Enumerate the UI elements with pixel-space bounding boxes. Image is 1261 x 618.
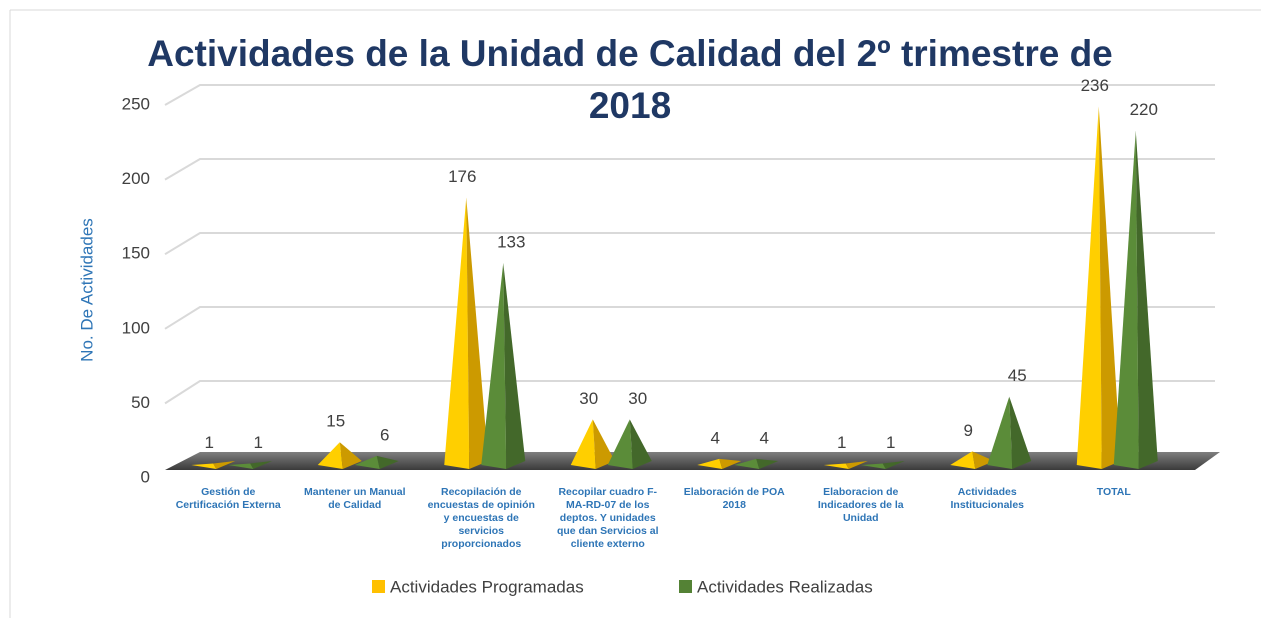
- pyramid-face: [481, 262, 507, 469]
- legend-label: Actividades Programadas: [390, 577, 584, 596]
- y-tick-label: 0: [141, 467, 150, 486]
- pyramid: [354, 455, 399, 469]
- pyramid: [570, 419, 615, 469]
- pyramid-face: [629, 419, 652, 469]
- legend-swatch: [679, 580, 692, 593]
- y-tick-label: 150: [122, 244, 150, 263]
- pyramid-face: [339, 442, 362, 469]
- pyramid-face: [191, 463, 217, 469]
- x-tick-label: Gestión de Certificación Externa: [175, 486, 281, 511]
- pyramid-face: [756, 458, 779, 469]
- pyramid-face: [734, 458, 760, 469]
- y-axis-label: No. De Actividades: [77, 218, 96, 362]
- pyramid-face: [466, 197, 489, 470]
- pyramid: [607, 419, 652, 469]
- pyramid-face: [860, 463, 886, 469]
- pyramid-face: [570, 419, 596, 469]
- pyramid-face: [882, 461, 905, 469]
- pyramid-face: [607, 419, 633, 469]
- value-label: 15: [326, 412, 345, 431]
- x-tick-label: Actividades Institucionales: [950, 486, 1024, 511]
- pyramid: [860, 461, 905, 469]
- pyramid-face: [972, 451, 995, 469]
- grid-line: [164, 232, 1215, 256]
- pyramid-face: [444, 197, 470, 470]
- pyramid-face: [354, 455, 380, 469]
- x-tick-label: Elaboración de POA 2018: [683, 486, 785, 511]
- pyramid: [228, 461, 273, 469]
- pyramid-face: [719, 458, 742, 469]
- pyramid: [444, 197, 489, 470]
- y-tick-label: 100: [122, 318, 150, 337]
- pyramid-face: [1009, 396, 1032, 469]
- value-label: 30: [628, 389, 647, 408]
- y-tick-label: 200: [122, 169, 150, 188]
- pyramid-face: [213, 461, 236, 469]
- pyramid-face: [697, 458, 723, 469]
- value-label: 45: [1008, 366, 1027, 385]
- value-label: 9: [964, 421, 973, 440]
- x-tick-label: Recopilación de encuestas de opinión y e…: [427, 486, 535, 550]
- pyramid-face: [503, 262, 526, 469]
- pyramid-face: [987, 396, 1013, 469]
- pyramid-face: [376, 455, 399, 469]
- pyramid: [317, 442, 362, 469]
- x-tick-label: Mantener un Manual de Calidad: [303, 486, 406, 511]
- value-label: 1: [254, 433, 263, 452]
- pyramid: [734, 458, 779, 469]
- pyramid: [191, 461, 236, 469]
- pyramid-face: [823, 463, 849, 469]
- value-label: 6: [380, 425, 389, 444]
- pyramid: [823, 461, 868, 469]
- value-label: 176: [448, 167, 476, 186]
- value-label: 4: [711, 428, 720, 447]
- pyramid: [481, 262, 526, 469]
- value-label: 133: [497, 232, 525, 251]
- y-tick-label: 50: [131, 393, 150, 412]
- pyramid-face: [317, 442, 343, 469]
- value-label: 4: [760, 428, 769, 447]
- x-tick-label: Recopilar cuadro F-MA-RD-07 de los depto…: [556, 486, 659, 550]
- pyramid-face: [228, 463, 254, 469]
- value-label: 1: [205, 433, 214, 452]
- grid-line: [164, 380, 1215, 405]
- value-label: 1: [886, 433, 895, 452]
- x-tick-label: Elaboracion de Indicadores de la Unidad: [817, 486, 904, 524]
- pyramid: [950, 451, 995, 469]
- pyramid: [697, 458, 742, 469]
- pyramid-face: [1113, 130, 1139, 469]
- pyramid-face: [1135, 130, 1158, 469]
- value-label: 220: [1130, 100, 1158, 119]
- legend-swatch: [372, 580, 385, 593]
- value-label: 30: [579, 389, 598, 408]
- pyramid-face: [950, 451, 976, 469]
- x-tick-label: TOTAL: [1096, 486, 1131, 498]
- pyramid-face: [592, 419, 615, 469]
- grid-line: [164, 84, 1215, 106]
- y-tick-label: 250: [122, 94, 150, 113]
- pyramid-face: [250, 461, 273, 469]
- grid-line: [164, 306, 1215, 330]
- pyramid-face: [1098, 106, 1121, 469]
- pyramid-face: [845, 461, 868, 469]
- chart-title: Actividades de la Unidad de Calidad del …: [147, 33, 1113, 126]
- legend-label: Actividades Realizadas: [697, 577, 873, 596]
- pyramid: [1076, 106, 1121, 469]
- grid-line: [164, 158, 1215, 181]
- pyramid-face: [1076, 106, 1102, 469]
- value-label: 236: [1081, 76, 1109, 95]
- value-label: 1: [837, 433, 846, 452]
- pyramid: [1113, 130, 1158, 469]
- pyramid: [987, 396, 1032, 469]
